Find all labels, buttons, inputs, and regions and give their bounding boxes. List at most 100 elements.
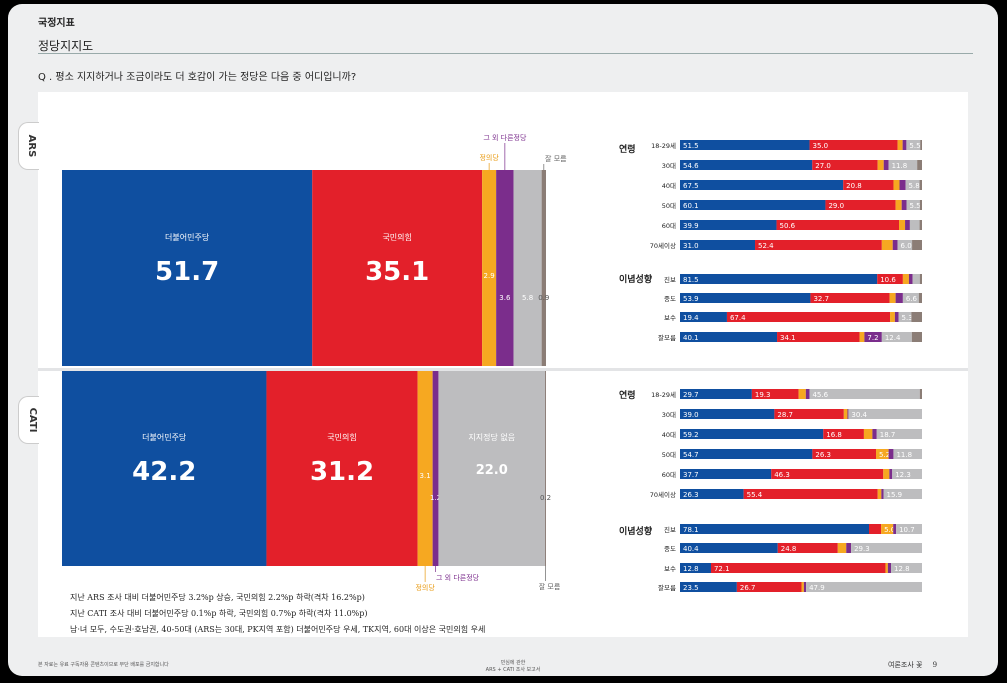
ars-row-segment-1-1-0 xyxy=(680,293,811,303)
page-subtitle: 정당지지도 xyxy=(38,39,94,53)
cati-row-segment-0-1-2 xyxy=(843,409,848,419)
cati-row-value-0-4-0: 37.7 xyxy=(683,471,699,479)
cati-row-segment-0-0-3 xyxy=(805,389,810,399)
tab-ars[interactable]: ARS xyxy=(18,122,39,170)
ars-segment-value-3: 3.6 xyxy=(499,294,511,302)
ars-bar-segment-0 xyxy=(62,170,313,366)
ars-segment-name-0: 더불어민주당 xyxy=(165,232,210,242)
cati-segment-name-4: 지지정당 없음 xyxy=(468,432,515,442)
ars-row-value-1-3-3: 7.2 xyxy=(867,334,878,342)
cati-row-segment-0-1-4 xyxy=(848,409,922,419)
ars-row-label-1-1: 중도 xyxy=(664,295,676,303)
footer-center-line1: 민심에 관한 xyxy=(500,660,526,666)
ars-row-value-1-2-4: 5.3 xyxy=(902,314,913,322)
cati-row-value-0-2-4: 18.7 xyxy=(880,431,896,439)
ars-row-value-1-3-4: 12.4 xyxy=(885,334,901,342)
ars-row-segment-0-5-2 xyxy=(881,240,893,250)
ars-row-value-0-4-1: 50.6 xyxy=(780,222,796,230)
ars-row-segment-1-1-4 xyxy=(902,293,919,303)
cati-row-value-1-1-4: 29.3 xyxy=(854,545,870,553)
cati-row-segment-0-3-3 xyxy=(888,449,894,459)
ars-row-value-0-5-1: 52.4 xyxy=(758,242,774,250)
cati-segment-value-1: 31.2 xyxy=(310,457,374,487)
cati-segment-value-0: 42.2 xyxy=(132,457,196,487)
ars-row-label-0-3: 50대 xyxy=(662,202,676,210)
ars-row-segment-0-4-5 xyxy=(919,220,922,230)
cati-row-segment-0-1-0 xyxy=(680,409,775,419)
cati-row-segment-0-5-2 xyxy=(877,489,882,499)
cati-row-segment-1-2-2 xyxy=(885,563,888,573)
cati-callout-label-3: 그 외 다른정당 xyxy=(436,573,480,582)
report-page: 국정지표 정당지지도 Q . 평소 지지하거나 조금이라도 더 호감이 가는 정… xyxy=(8,4,998,676)
ars-row-segment-0-0-5 xyxy=(920,140,922,150)
cati-row-segment-0-4-0 xyxy=(680,469,772,479)
cati-row-value-0-5-0: 26.3 xyxy=(683,491,699,499)
ars-row-segment-0-4-2 xyxy=(899,220,906,230)
cati-row-segment-1-0-2 xyxy=(881,524,894,534)
cati-row-segment-0-0-4 xyxy=(809,389,920,399)
ars-row-segment-1-0-1 xyxy=(877,274,903,284)
ars-row-value-0-0-1: 35.0 xyxy=(813,142,829,150)
cati-row-segment-1-1-1 xyxy=(777,543,838,553)
ars-row-value-1-3-0: 40.1 xyxy=(683,334,699,342)
ars-row-segment-1-0-0 xyxy=(680,274,878,284)
ars-row-segment-0-5-5 xyxy=(912,240,922,250)
cati-row-segment-0-2-4 xyxy=(876,429,922,439)
cati-row-segment-1-1-4 xyxy=(851,543,922,553)
ars-row-label-0-0: 18-29세 xyxy=(651,141,676,150)
ars-row-label-0-5: 70세이상 xyxy=(650,241,676,250)
footer-center: 민심에 관한 ARS + CATI 조사 보고서 xyxy=(483,659,543,673)
cati-row-segment-1-3-1 xyxy=(736,582,802,592)
ars-segment-value-0: 51.7 xyxy=(155,257,219,287)
ars-row-value-1-3-1: 34.1 xyxy=(780,334,796,342)
ars-row-segment-0-5-3 xyxy=(892,240,898,250)
cati-row-value-0-0-4: 45.6 xyxy=(812,391,828,399)
ars-row-value-0-5-4: 6.0 xyxy=(901,242,912,250)
ars-row-segment-0-2-4 xyxy=(905,180,920,190)
ars-row-value-0-2-0: 67.5 xyxy=(683,182,699,190)
cati-row-value-0-3-1: 26.3 xyxy=(815,451,831,459)
cati-callout-label-2: 정의당 xyxy=(415,583,435,592)
ars-row-segment-0-5-1 xyxy=(755,240,882,250)
cati-row-value-1-0-2: 5.0 xyxy=(884,526,895,534)
ars-segment-value-5: 0.9 xyxy=(538,294,549,302)
ars-row-value-1-2-1: 67.4 xyxy=(730,314,746,322)
cati-row-segment-0-3-0 xyxy=(680,449,813,459)
ars-row-label-0-1: 30대 xyxy=(662,162,676,170)
ars-bar-segment-5 xyxy=(541,170,546,366)
cati-row-segment-1-1-3 xyxy=(846,543,852,553)
cati-row-value-0-5-4: 15.9 xyxy=(887,491,903,499)
cati-row-label-0-0: 18-29세 xyxy=(651,390,676,399)
page-number: 9 xyxy=(932,661,938,669)
ars-callout-label-5: 잘 모름 xyxy=(545,155,567,163)
cati-row-value-0-3-4: 11.8 xyxy=(896,451,912,459)
ars-row-segment-1-0-2 xyxy=(902,274,909,284)
ars-row-segment-0-3-0 xyxy=(680,200,826,210)
cati-row-segment-0-4-1 xyxy=(771,469,884,479)
ars-row-segment-1-2-4 xyxy=(898,312,912,322)
tab-cati[interactable]: CATI xyxy=(18,396,39,444)
footer-brand-label: 여론조사 꽃 xyxy=(888,661,923,669)
ars-bar-segment-4 xyxy=(513,170,542,366)
ars-row-segment-0-4-4 xyxy=(909,220,920,230)
ars-row-segment-0-1-5 xyxy=(917,160,922,170)
cati-bar-segment-5 xyxy=(545,370,546,566)
cati-row-label-0-1: 30대 xyxy=(662,411,676,419)
cati-row-label-0-5: 70세이상 xyxy=(650,490,676,499)
cati-row-value-1-3-1: 26.7 xyxy=(740,584,756,592)
cati-row-label-0-3: 50대 xyxy=(662,451,676,459)
cati-segment-name-0: 더불어민주당 xyxy=(142,432,187,442)
ars-row-segment-0-2-1 xyxy=(843,180,894,190)
cati-bar-segment-3 xyxy=(432,370,439,566)
cati-row-label-1-3: 잘모름 xyxy=(658,584,676,592)
cati-row-value-1-0-0: 78.1 xyxy=(683,526,699,534)
cati-row-segment-1-0-4 xyxy=(896,524,922,534)
ars-bar-segment-3 xyxy=(496,170,514,366)
cati-segment-value-5: 0.2 xyxy=(540,494,551,502)
cati-row-value-0-2-0: 59.2 xyxy=(683,431,699,439)
ars-row-segment-1-2-2 xyxy=(890,312,895,322)
ars-row-segment-1-3-5 xyxy=(911,332,922,342)
cati-row-value-1-0-4: 10.7 xyxy=(899,526,915,534)
cati-callout-label-5: 잘 모름 xyxy=(539,583,561,591)
ars-row-segment-0-1-2 xyxy=(877,160,884,170)
